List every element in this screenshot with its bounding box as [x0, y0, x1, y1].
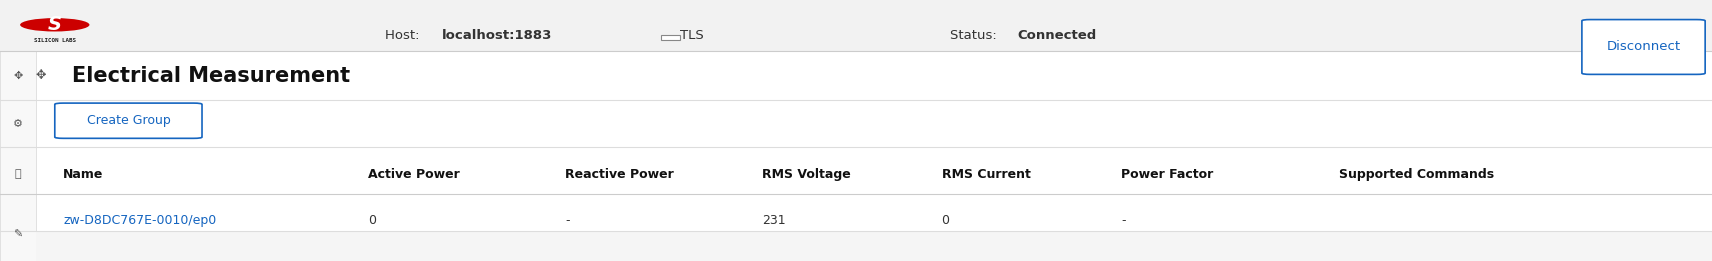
Bar [0, 51, 36, 261]
FancyBboxPatch shape [55, 103, 202, 138]
Text: TLS: TLS [680, 29, 704, 42]
Bar [0, 51, 1712, 261]
Text: ⌖: ⌖ [15, 169, 21, 179]
Text: 0: 0 [368, 214, 377, 227]
Text: 0: 0 [942, 214, 950, 227]
Text: RMS Voltage: RMS Voltage [762, 168, 851, 181]
Text: Create Group: Create Group [87, 114, 169, 127]
Text: Status:: Status: [950, 29, 1002, 42]
Text: Electrical Measurement: Electrical Measurement [72, 66, 349, 86]
Text: -: - [565, 214, 570, 227]
Text: Power Factor: Power Factor [1121, 168, 1214, 181]
Text: Host:: Host: [385, 29, 425, 42]
Text: 231: 231 [762, 214, 786, 227]
Text: localhost:1883: localhost:1883 [442, 29, 551, 42]
Text: Connected: Connected [1017, 29, 1096, 42]
Ellipse shape [21, 18, 89, 32]
Text: S: S [48, 15, 62, 33]
Text: -: - [1121, 214, 1126, 227]
Text: Active Power: Active Power [368, 168, 461, 181]
Text: Reactive Power: Reactive Power [565, 168, 675, 181]
Text: ⚙: ⚙ [14, 119, 22, 129]
Text: zw-D8DC767E-0010/ep0: zw-D8DC767E-0010/ep0 [63, 214, 217, 227]
Text: SILICON LABS: SILICON LABS [34, 38, 77, 43]
Text: ✎: ✎ [14, 230, 22, 240]
Text: ✥: ✥ [36, 69, 46, 82]
FancyBboxPatch shape [1582, 20, 1705, 74]
Bar [0, 0, 1712, 51]
Text: RMS Current: RMS Current [942, 168, 1031, 181]
Bar [36, 231, 1712, 261]
Text: Disconnect: Disconnect [1606, 40, 1681, 54]
Text: ✥: ✥ [14, 71, 22, 81]
Text: Supported Commands: Supported Commands [1339, 168, 1495, 181]
Text: Name: Name [63, 168, 104, 181]
Bar [661, 35, 680, 40]
